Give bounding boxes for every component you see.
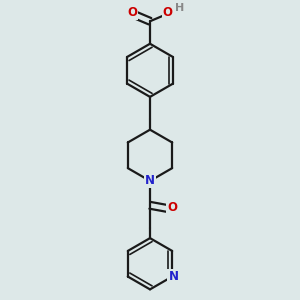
Text: N: N — [168, 270, 178, 283]
Text: O: O — [163, 6, 172, 19]
Text: O: O — [167, 201, 177, 214]
Text: O: O — [128, 6, 137, 19]
Text: H: H — [175, 3, 184, 13]
Text: N: N — [145, 174, 155, 188]
